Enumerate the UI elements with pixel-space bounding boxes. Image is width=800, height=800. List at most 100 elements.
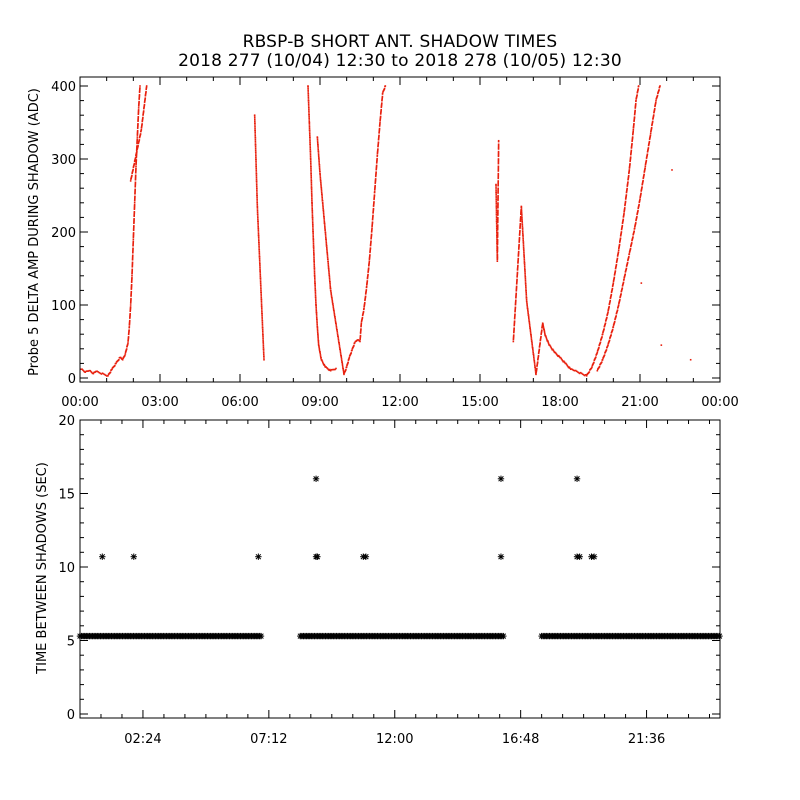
top-data-point	[517, 264, 519, 267]
top-data-point	[380, 109, 383, 111]
chart-subtitle: 2018 277 (10/04) 12:30 to 2018 278 (10/0…	[178, 51, 622, 71]
top-data-point	[634, 223, 637, 226]
top-data-point	[322, 361, 324, 364]
top-data-point	[626, 261, 629, 264]
top-data-point	[615, 316, 617, 318]
top-data-point	[532, 351, 534, 354]
top-data-point	[86, 370, 89, 372]
top-data-point	[516, 272, 519, 275]
top-y-axis-label: Probe 5 DELTA AMP DURING SHADOW (ADC)	[27, 88, 42, 376]
top-data-point	[644, 165, 647, 168]
top-data-point	[359, 334, 362, 337]
top-data-point	[131, 257, 134, 260]
top-data-point	[547, 342, 550, 345]
top-data-point	[544, 334, 546, 336]
top-data-point	[135, 162, 137, 165]
top-data-point	[625, 197, 627, 199]
top-data-point	[635, 97, 638, 100]
top-data-point	[624, 204, 626, 207]
top-data-point	[614, 271, 616, 273]
top-data-point	[578, 372, 581, 375]
top-data-point	[605, 317, 608, 320]
top-data-point	[119, 356, 122, 359]
top-data-point	[577, 371, 580, 374]
top-data-point	[129, 312, 131, 315]
top-data-point	[635, 100, 637, 103]
top-data-point	[627, 175, 630, 178]
top-data-point	[331, 299, 334, 302]
top-data-point	[142, 110, 145, 112]
top-data-point	[374, 180, 377, 182]
top-data-point	[513, 321, 516, 324]
top-data-point	[497, 198, 499, 201]
top-data-point	[359, 331, 362, 333]
top-data-point	[133, 221, 135, 223]
top-data-point	[255, 169, 258, 172]
top-data-point	[366, 281, 368, 283]
top-data-point	[519, 217, 522, 219]
top-data-point	[496, 255, 499, 258]
top-data-point	[320, 188, 323, 191]
top-data-point	[647, 147, 650, 149]
top-data-point	[525, 290, 527, 292]
top-data-point	[367, 273, 369, 276]
top-data-point	[101, 372, 104, 375]
top-data-point	[369, 247, 372, 249]
top-data-point	[529, 332, 532, 334]
top-data-point	[136, 132, 139, 134]
top-y-tick-label: 400	[51, 80, 76, 95]
top-data-point	[522, 232, 524, 235]
top-data-point	[648, 141, 651, 144]
top-data-point	[525, 284, 527, 287]
top-data-point	[325, 238, 327, 241]
top-data-point	[372, 205, 375, 207]
top-data-point	[497, 166, 500, 169]
top-data-point	[378, 134, 380, 137]
top-data-point	[632, 125, 635, 127]
top-data-point	[129, 306, 132, 308]
top-data-point	[549, 345, 552, 348]
top-data-point	[624, 270, 627, 272]
top-y-tick-label: 100	[51, 299, 76, 314]
top-data-point	[628, 166, 631, 168]
top-data-point	[308, 134, 311, 137]
top-data-point	[629, 250, 631, 253]
top-data-point	[495, 197, 498, 199]
top-data-point	[646, 150, 649, 152]
top-data-point	[363, 301, 366, 304]
top-data-point	[637, 207, 640, 210]
top-data-point	[369, 250, 371, 253]
top-data-point	[255, 163, 257, 166]
top-data-point	[309, 153, 312, 156]
top-data-point	[136, 145, 138, 147]
top-data-point	[262, 348, 265, 351]
top-data-point	[375, 168, 378, 171]
top-data-point	[524, 272, 526, 275]
top-data-point	[634, 224, 636, 227]
top-data-point	[525, 291, 527, 294]
top-data-point	[570, 368, 573, 370]
top-data-point	[495, 195, 498, 197]
top-data-point	[497, 177, 500, 180]
top-data-point	[538, 345, 541, 347]
top-data-point	[316, 328, 319, 331]
top-data-point	[377, 137, 380, 140]
top-data-point	[255, 178, 258, 181]
top-data-point	[319, 352, 322, 355]
top-data-point	[365, 286, 368, 289]
top-data-point	[257, 218, 259, 221]
top-data-point	[313, 255, 315, 257]
top-data-point	[614, 266, 617, 269]
top-data-point	[362, 312, 364, 315]
top-data-point	[143, 101, 146, 103]
top-data-point	[320, 186, 323, 189]
top-data-point	[568, 366, 571, 368]
top-data-point	[618, 302, 620, 305]
top-data-point	[610, 290, 613, 293]
top-data-point	[130, 287, 133, 289]
top-data-point	[134, 184, 137, 187]
top-data-point	[133, 211, 136, 213]
top-data-point	[324, 365, 326, 367]
top-data-point	[369, 243, 372, 246]
top-data-point	[373, 191, 376, 194]
